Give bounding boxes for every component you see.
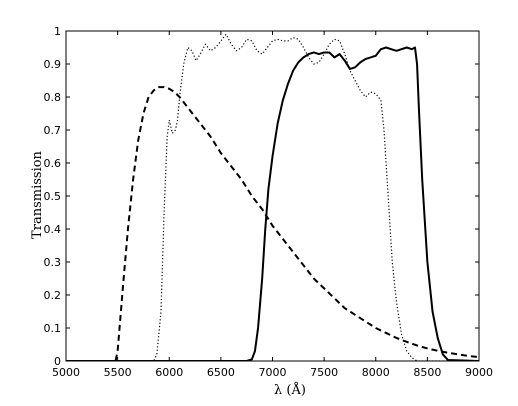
axes-layer: 5000 5500 6000 6500 7000 7500 8000 8500 9000 0 0.1… [44,25,494,379]
x-tick-label: 8000 [362,366,390,379]
y-axis-label: Transmission [30,150,45,238]
y-tick-label: 0.3 [44,256,62,269]
x-tick-label: 9000 [465,366,493,379]
y-tick-label: 0.1 [44,322,62,335]
x-tick-label: 5000 [52,366,80,379]
y-tick-label: 0.6 [44,157,62,170]
y-tick-label: 0.5 [44,190,62,203]
x-tick-label: 7000 [259,366,287,379]
series-layer [66,33,479,361]
y-tick-label: 0.8 [44,91,62,104]
x-axis-label: λ (Å) [274,382,306,398]
series-line-dotted [66,33,479,361]
y-tick-label: 1 [54,25,61,38]
x-tick-label: 5500 [104,366,132,379]
y-tick-label: 0.4 [44,223,62,236]
series-line-solid [66,46,479,361]
series-line-dashed [66,86,479,361]
x-tick-label: 6500 [207,366,235,379]
y-tick-label: 0.9 [44,58,62,71]
y-tick-label: 0.7 [44,124,62,137]
x-tick-label: 6000 [155,366,183,379]
x-tick-label: 7500 [310,366,338,379]
y-tick-label: 0.2 [44,289,62,302]
y-tick-label: 0 [54,355,61,368]
x-tick-label: 8500 [413,366,441,379]
